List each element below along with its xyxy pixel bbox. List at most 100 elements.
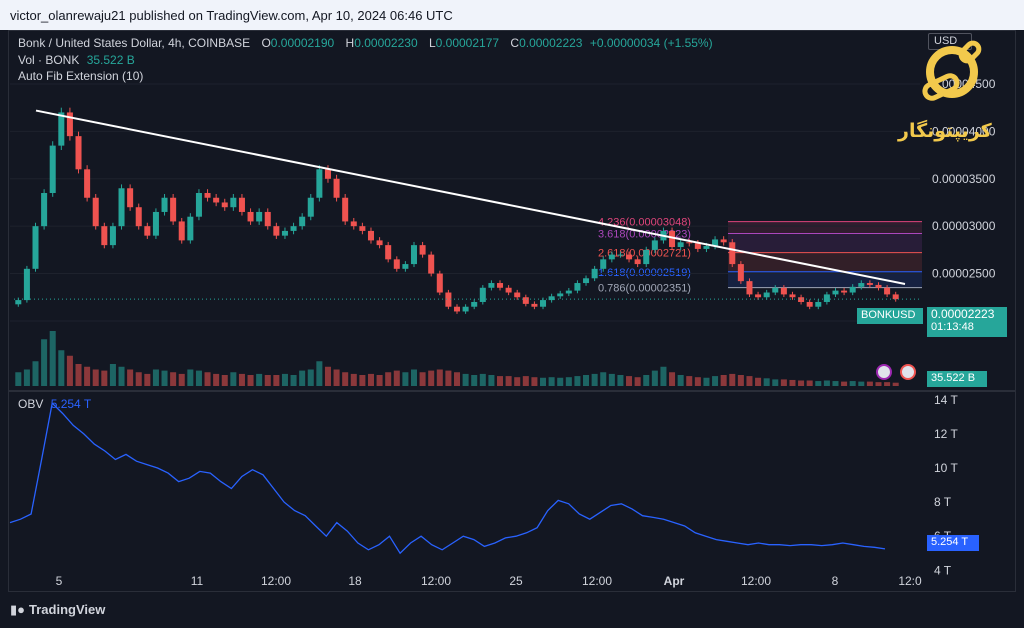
volume-bar xyxy=(273,375,280,386)
volume-bar xyxy=(161,370,168,386)
volume-bar xyxy=(557,377,564,386)
volume-bar xyxy=(221,375,228,386)
open-value: 0.00002190 xyxy=(270,36,335,50)
volume-bar xyxy=(307,369,314,386)
fib-legend[interactable]: Auto Fib Extension (10) xyxy=(18,69,143,83)
volume-bar xyxy=(402,372,409,386)
fib-zone xyxy=(728,221,922,234)
symbol-legend: Bonk / United States Dollar, 4h, COINBAS… xyxy=(18,36,713,50)
volume-legend[interactable]: Vol · BONK 35.522 B xyxy=(18,53,135,67)
candle-body xyxy=(806,301,813,307)
price-axis-label: 0.00002500 xyxy=(932,267,996,281)
volume-bar xyxy=(849,381,856,386)
obv-axis-label: 4 T xyxy=(934,563,952,577)
candle-body xyxy=(608,254,615,260)
candle-body xyxy=(841,290,848,293)
volume-bar xyxy=(376,375,383,386)
candle-body xyxy=(410,245,418,265)
volume-bar xyxy=(195,370,202,386)
candle-body xyxy=(583,278,590,284)
high-value: 0.00002230 xyxy=(354,36,418,50)
candle-body xyxy=(178,221,185,241)
obv-value: 5.254 T xyxy=(50,397,92,411)
fib-zone xyxy=(728,233,922,253)
candle-body xyxy=(32,226,39,269)
fib-level-label: 1.618(0.00002519) xyxy=(598,267,691,279)
candle-body xyxy=(548,296,555,301)
candle-body xyxy=(204,193,211,198)
volume-bar xyxy=(686,376,693,386)
candle-body xyxy=(445,292,452,307)
candle-body xyxy=(488,283,495,288)
volume-bar xyxy=(367,373,374,386)
candle-body xyxy=(324,169,331,179)
chart-frame[interactable] xyxy=(8,30,1016,592)
candle-body xyxy=(359,226,366,231)
candle-body xyxy=(643,249,650,265)
event-flags[interactable] xyxy=(876,364,917,385)
volume-bar xyxy=(118,366,125,386)
volume-bar xyxy=(247,375,254,386)
candle-body xyxy=(127,188,134,208)
volume-bar xyxy=(522,376,529,386)
candle-body xyxy=(729,242,736,265)
candle-body xyxy=(118,188,125,227)
volume-bar xyxy=(471,375,478,386)
open-key: O xyxy=(261,36,271,50)
volume-bar xyxy=(651,370,658,386)
volume-bar xyxy=(264,375,271,386)
candle-body xyxy=(23,268,30,301)
volume-bar xyxy=(428,370,435,386)
volume-bar xyxy=(170,372,177,386)
candle-body xyxy=(299,216,306,227)
volume-bar xyxy=(436,369,443,386)
candle-body xyxy=(591,268,598,279)
candle-body xyxy=(694,243,701,249)
volume-bar xyxy=(15,372,22,386)
volume-bar xyxy=(333,369,340,386)
time-axis-label: 12:00 xyxy=(741,574,771,588)
candle-body xyxy=(161,197,168,212)
volume-bar xyxy=(591,373,598,386)
volume-bar xyxy=(746,376,753,386)
us-flag-icon[interactable] xyxy=(876,364,892,380)
volume-bar xyxy=(290,375,297,386)
volume-bar xyxy=(204,372,211,386)
volume-bar xyxy=(875,382,882,386)
candle-body xyxy=(342,197,349,222)
time-axis-label: 12:00 xyxy=(582,574,612,588)
volume-bar xyxy=(453,372,461,386)
tradingview-brand: TradingView xyxy=(29,602,106,617)
obv-line xyxy=(9,401,886,555)
volume-bar xyxy=(410,369,418,386)
volume-bar xyxy=(101,370,108,386)
volume-bar xyxy=(608,373,615,386)
volume-bar xyxy=(729,373,736,386)
candle-body xyxy=(763,292,770,298)
volume-bar xyxy=(669,372,676,386)
axes: 0.000020000.000025000.000030000.00003500… xyxy=(56,77,996,588)
volume-bar xyxy=(737,375,744,386)
us-flag-icon[interactable] xyxy=(900,364,917,380)
volume-bar xyxy=(32,361,39,386)
obv-axis-label: 10 T xyxy=(934,461,958,475)
obv-axis-label: 12 T xyxy=(934,427,958,441)
volume-bar xyxy=(660,366,667,386)
volume-bar xyxy=(144,373,151,386)
obv-legend[interactable]: OBV 5.254 T xyxy=(18,397,91,411)
tradingview-logo-icon: ▮● xyxy=(10,602,26,617)
candle-body xyxy=(264,211,271,227)
volume-bar xyxy=(135,372,142,386)
volume-bar xyxy=(540,377,547,386)
volume-bar xyxy=(342,372,349,386)
volume-bar xyxy=(574,376,581,386)
volume-bar xyxy=(600,372,607,386)
close-value: 0.00002223 xyxy=(519,36,583,50)
low-value: 0.00002177 xyxy=(435,36,500,50)
candle-body xyxy=(505,287,512,293)
close-key: C xyxy=(510,36,520,50)
tradingview-footer[interactable]: ▮● TradingView xyxy=(10,602,105,618)
volume-bar xyxy=(238,373,245,386)
candle-body xyxy=(514,292,521,298)
